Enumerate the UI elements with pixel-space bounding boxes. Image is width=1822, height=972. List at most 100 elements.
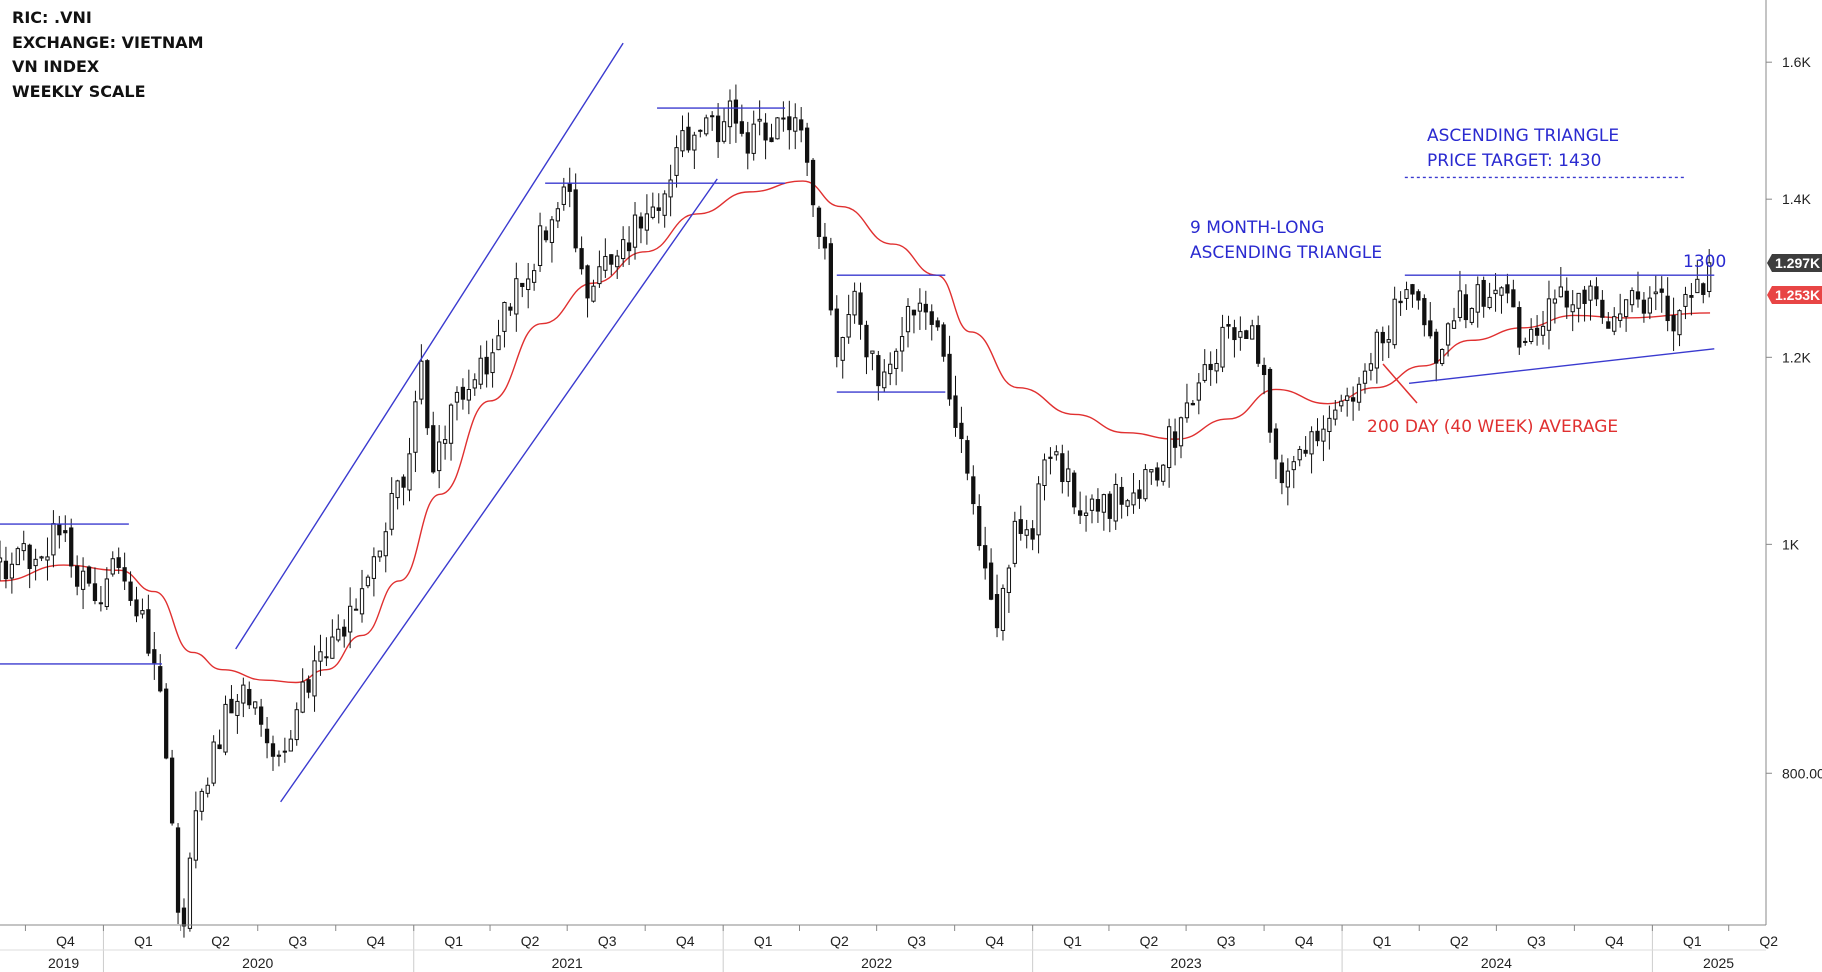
trendline-triangle-support bbox=[1408, 348, 1715, 384]
candle-body bbox=[787, 116, 792, 131]
candle bbox=[1380, 326, 1385, 361]
candle bbox=[686, 112, 691, 153]
ma-pointer bbox=[1382, 363, 1418, 404]
candle bbox=[1540, 310, 1546, 345]
candle bbox=[1303, 436, 1308, 457]
candle bbox=[638, 212, 644, 244]
candle bbox=[1499, 286, 1504, 314]
candle bbox=[353, 598, 359, 611]
candle bbox=[1149, 469, 1154, 485]
candle-body bbox=[1012, 520, 1017, 564]
candle bbox=[181, 898, 187, 938]
candle-body bbox=[1131, 492, 1136, 506]
candle bbox=[1392, 286, 1397, 349]
candle-body bbox=[377, 550, 382, 558]
candle bbox=[1647, 286, 1652, 320]
year-tick-label: 2022 bbox=[861, 955, 892, 971]
candle bbox=[270, 735, 276, 771]
candle-body bbox=[1226, 324, 1231, 327]
candle bbox=[799, 107, 804, 143]
candle-body bbox=[585, 265, 590, 299]
candle bbox=[781, 101, 786, 132]
candle bbox=[1321, 415, 1326, 462]
candle-body bbox=[241, 684, 246, 704]
candle-body bbox=[51, 523, 56, 556]
quarter-tick-label: Q2 bbox=[830, 933, 849, 949]
candle bbox=[1416, 289, 1421, 310]
candle bbox=[258, 698, 264, 737]
quarter-tick-label: Q1 bbox=[1063, 933, 1082, 949]
candle bbox=[1457, 270, 1463, 322]
candle-body bbox=[1570, 304, 1575, 313]
candle bbox=[899, 317, 905, 372]
year-tick-label: 2024 bbox=[1481, 955, 1512, 971]
year-tick-label: 2025 bbox=[1703, 955, 1734, 971]
candle bbox=[1161, 463, 1166, 486]
candle-body bbox=[229, 698, 234, 714]
candle-body bbox=[1386, 339, 1391, 343]
candle-body bbox=[1529, 328, 1534, 342]
candle bbox=[377, 550, 382, 562]
candle bbox=[110, 551, 115, 577]
candle bbox=[448, 403, 454, 461]
candle-body bbox=[1149, 469, 1154, 473]
candle bbox=[169, 749, 175, 826]
candle-body bbox=[92, 583, 98, 602]
candle-body bbox=[715, 115, 721, 143]
candle bbox=[1226, 315, 1231, 339]
candle-body bbox=[988, 562, 994, 600]
candle-body bbox=[1285, 470, 1290, 488]
candle-body bbox=[134, 599, 139, 617]
candle bbox=[1089, 494, 1095, 524]
candle bbox=[306, 675, 311, 699]
candle bbox=[490, 338, 495, 388]
candle bbox=[1196, 373, 1201, 415]
candle bbox=[395, 479, 400, 510]
candle bbox=[472, 373, 477, 396]
candle bbox=[864, 320, 869, 375]
candle bbox=[988, 548, 994, 601]
price-tick-label: 800.00 bbox=[1782, 765, 1822, 781]
candle-body bbox=[763, 122, 768, 141]
candle bbox=[1036, 476, 1041, 554]
candle bbox=[175, 823, 181, 925]
candle bbox=[460, 378, 466, 410]
candle bbox=[365, 574, 371, 589]
candle bbox=[674, 135, 679, 188]
candle-body bbox=[1368, 363, 1374, 371]
candle-body bbox=[1564, 290, 1569, 308]
candle-body bbox=[490, 352, 495, 374]
candle-body bbox=[21, 543, 26, 552]
candle-body bbox=[1416, 291, 1421, 301]
candle-body bbox=[1072, 472, 1077, 508]
candle-body bbox=[39, 556, 44, 559]
candle-body bbox=[1398, 300, 1403, 304]
candle-body bbox=[348, 605, 353, 633]
candle bbox=[1629, 287, 1635, 313]
candle-body bbox=[33, 558, 38, 567]
candle-body bbox=[864, 324, 869, 358]
candle-body bbox=[1665, 295, 1670, 322]
candle bbox=[1214, 348, 1219, 384]
candle bbox=[1641, 292, 1647, 323]
candle bbox=[828, 237, 833, 316]
candle bbox=[526, 262, 531, 309]
annotations: ASCENDING TRIANGLE PRICE TARGET: 1430 9 … bbox=[1190, 126, 1726, 437]
candle-body bbox=[383, 531, 388, 557]
candle-body bbox=[739, 121, 744, 134]
candle-body bbox=[1267, 368, 1273, 433]
candle-body bbox=[1339, 400, 1344, 407]
candle bbox=[1042, 453, 1047, 501]
candle-body bbox=[205, 784, 210, 794]
candle-body bbox=[1451, 320, 1457, 329]
candle bbox=[336, 614, 341, 643]
candle bbox=[1054, 445, 1059, 461]
candle-body bbox=[1618, 313, 1623, 321]
candle bbox=[253, 701, 258, 715]
candle bbox=[57, 515, 62, 549]
candle-body bbox=[1125, 500, 1130, 507]
candle-body bbox=[822, 236, 828, 249]
candle-body bbox=[1410, 284, 1415, 295]
candle-body bbox=[959, 422, 964, 440]
